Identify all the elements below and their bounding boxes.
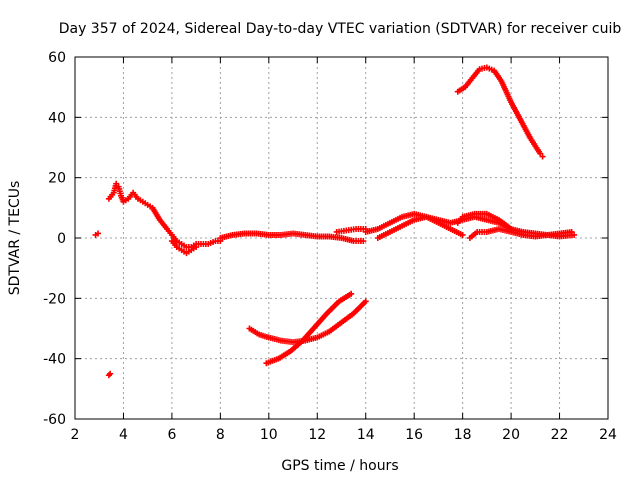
chart-title: Day 357 of 2024, Sidereal Day-to-day VTE… [59,21,622,37]
data-point [95,230,102,237]
series-main-early [105,180,224,251]
data-points [92,64,578,379]
series-main-mid-upper [333,225,369,235]
x-tick-label: 8 [216,427,225,443]
y-tick-label: -40 [43,352,66,368]
x-tick-label: 4 [119,427,128,443]
axes [74,56,609,420]
data-point [459,231,466,238]
y-tick-label: 0 [57,231,66,247]
data-point [539,153,546,160]
series-start-blip [92,230,102,238]
data-point [348,290,355,297]
x-tick-label: 10 [260,427,278,443]
data-point [537,150,544,157]
y-tick-label: -20 [43,291,66,307]
x-tick-label: 16 [405,427,423,443]
x-tick-label: 2 [71,427,80,443]
x-tick-label: 6 [167,427,176,443]
series-main-late-d [466,225,578,241]
y-tick-label: -60 [43,412,66,428]
data-point [107,370,114,377]
data-point [571,231,578,238]
y-tick-label: 20 [48,171,66,187]
x-tick-label: 12 [308,427,326,443]
y-axis-label: SDTVAR / TECUs [7,181,23,296]
series-outlier [105,370,114,379]
y-tick-label: 40 [48,110,66,126]
x-tick-label: 18 [454,427,472,443]
series-high-arc [454,64,546,160]
x-tick-label: 20 [502,427,520,443]
series-low-arc-a [246,298,369,346]
data-point [362,298,369,305]
data-point [193,244,200,251]
series-main-early-lower [168,238,200,257]
data-point [360,238,367,245]
x-tick-label: 22 [551,427,569,443]
x-axis-label: GPS time / hours [281,458,398,474]
x-tick-label: 24 [599,427,617,443]
x-tick-label: 14 [357,427,375,443]
series-low-arc-b [263,290,355,367]
data-point [113,180,120,187]
series-main-mid [217,230,367,245]
y-tick-label: 60 [48,50,66,66]
